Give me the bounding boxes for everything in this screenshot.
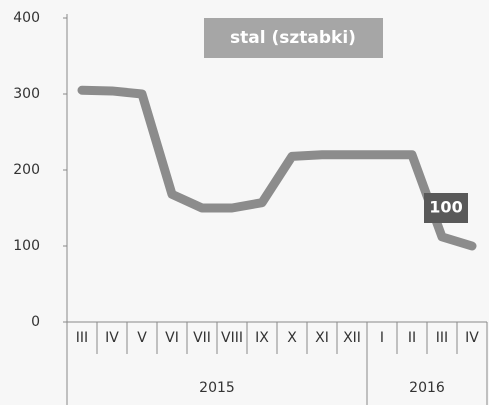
x-tick-label: IV [465, 330, 479, 346]
x-tick-label: III [436, 330, 448, 346]
y-tick-label: 100 [13, 238, 40, 254]
x-tick-label: IV [105, 330, 119, 346]
y-tick-label: 300 [13, 86, 40, 102]
chart-title: stal (sztabki) [230, 28, 356, 48]
x-tick-label: VI [165, 330, 179, 346]
x-tick-label: XII [343, 330, 361, 346]
x-tick-label: VIII [221, 330, 243, 346]
data-label-box [424, 193, 468, 223]
y-tick-label: 0 [31, 314, 40, 330]
x-group-label: 2015 [199, 380, 235, 396]
x-tick-label: IX [255, 330, 269, 346]
x-tick-label: I [380, 330, 384, 346]
y-tick-label: 400 [13, 10, 40, 26]
x-tick-label: XI [315, 330, 329, 346]
x-tick-label: II [408, 330, 416, 346]
y-tick-label: 200 [13, 162, 40, 178]
x-group-label: 2016 [409, 380, 445, 396]
title-box [204, 18, 383, 58]
x-tick-label: X [287, 330, 297, 346]
x-tick-label: V [137, 330, 147, 346]
x-tick-label: VII [193, 330, 211, 346]
line-series [77, 85, 477, 251]
data-label: 100 [429, 198, 462, 217]
x-tick-label: III [76, 330, 88, 346]
